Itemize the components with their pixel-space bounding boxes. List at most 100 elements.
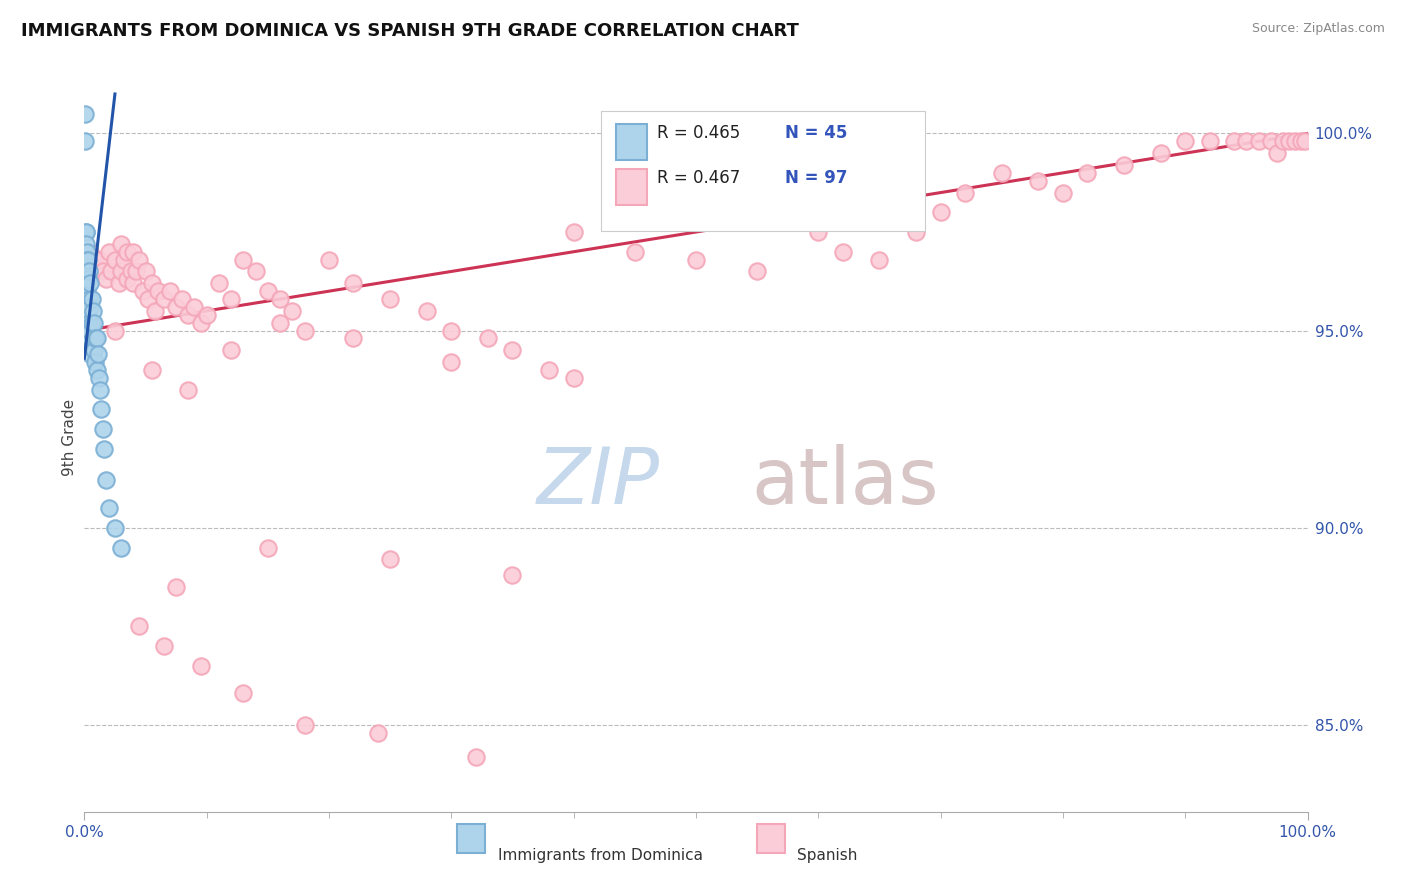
Point [1265, 146, 1288, 161]
Point [1052, 186, 1074, 200]
Point [953, 186, 976, 200]
Point [219, 343, 242, 358]
Point [1150, 146, 1173, 161]
Point [416, 304, 439, 318]
Point [172, 292, 194, 306]
Point [1223, 134, 1246, 148]
Text: Immigrants from Dominica: Immigrants from Dominica [498, 847, 703, 863]
Point [75, 225, 97, 239]
Text: N = 97: N = 97 [786, 169, 848, 186]
Point [107, 277, 129, 291]
Point [110, 264, 132, 278]
Point [269, 292, 291, 306]
Point [195, 308, 218, 322]
Point [440, 355, 463, 369]
Point [141, 277, 163, 291]
Point [1260, 134, 1282, 148]
Point [77, 252, 100, 267]
Point [135, 264, 157, 278]
Point [294, 718, 316, 732]
Point [77, 264, 100, 278]
Point [96, 474, 118, 488]
Point [79, 347, 101, 361]
Point [991, 166, 1014, 180]
Point [136, 292, 159, 306]
Point [1114, 158, 1136, 172]
Point [477, 331, 499, 345]
Point [80, 292, 103, 306]
Point [128, 252, 150, 267]
Point [1198, 134, 1220, 148]
Point [115, 244, 138, 259]
Point [1272, 134, 1295, 148]
Text: Spanish: Spanish [797, 847, 858, 863]
Point [112, 252, 135, 267]
Point [86, 260, 108, 275]
Point [869, 252, 891, 267]
Point [89, 383, 111, 397]
Point [143, 304, 166, 318]
Point [1278, 134, 1301, 148]
Point [87, 371, 110, 385]
Point [132, 284, 155, 298]
Point [80, 316, 103, 330]
Point [82, 304, 104, 318]
Point [128, 619, 150, 633]
Point [83, 316, 105, 330]
Text: N = 45: N = 45 [786, 124, 848, 142]
Point [190, 316, 212, 330]
Point [93, 442, 115, 456]
Text: Source: ZipAtlas.com: Source: ZipAtlas.com [1251, 22, 1385, 36]
Point [86, 331, 108, 345]
Point [79, 300, 101, 314]
FancyBboxPatch shape [457, 824, 485, 853]
Point [77, 272, 100, 286]
Point [122, 277, 145, 291]
Text: ZIP: ZIP [537, 444, 659, 520]
Point [232, 252, 254, 267]
Point [79, 324, 101, 338]
FancyBboxPatch shape [616, 124, 647, 160]
FancyBboxPatch shape [758, 824, 785, 853]
Point [96, 272, 118, 286]
Point [342, 277, 364, 291]
Point [75, 252, 97, 267]
Point [380, 552, 402, 566]
Point [562, 371, 585, 385]
Point [294, 324, 316, 338]
Point [120, 264, 142, 278]
Point [75, 236, 97, 251]
Point [84, 331, 107, 345]
Point [747, 264, 769, 278]
Point [75, 106, 97, 120]
Point [257, 284, 280, 298]
Point [79, 244, 101, 259]
Point [807, 225, 830, 239]
Point [159, 284, 181, 298]
Point [831, 244, 853, 259]
Point [1291, 134, 1313, 148]
Point [219, 292, 242, 306]
Text: IMMIGRANTS FROM DOMINICA VS SPANISH 9TH GRADE CORRELATION CHART: IMMIGRANTS FROM DOMINICA VS SPANISH 9TH … [21, 22, 799, 40]
Point [83, 343, 105, 358]
Point [269, 316, 291, 330]
Point [1284, 134, 1306, 148]
Point [502, 343, 524, 358]
Point [79, 277, 101, 291]
Point [367, 726, 389, 740]
Point [1174, 134, 1197, 148]
Point [538, 363, 561, 377]
Text: R = 0.467: R = 0.467 [657, 169, 740, 186]
Point [86, 363, 108, 377]
Point [122, 244, 145, 259]
Point [100, 264, 122, 278]
Point [1076, 166, 1098, 180]
Point [905, 225, 928, 239]
Point [90, 402, 112, 417]
Text: R = 0.465: R = 0.465 [657, 124, 740, 142]
Point [76, 244, 98, 259]
Point [77, 292, 100, 306]
Point [380, 292, 402, 306]
Point [76, 284, 98, 298]
Point [77, 316, 100, 330]
